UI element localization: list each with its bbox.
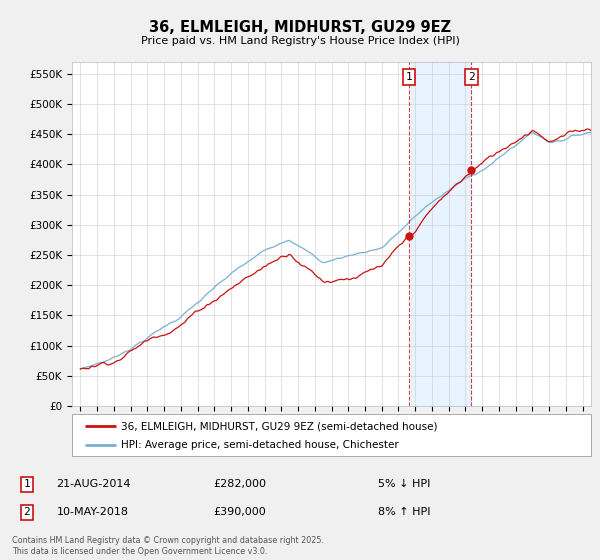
Text: HPI: Average price, semi-detached house, Chichester: HPI: Average price, semi-detached house,…	[121, 441, 399, 450]
Text: 36, ELMLEIGH, MIDHURST, GU29 9EZ (semi-detached house): 36, ELMLEIGH, MIDHURST, GU29 9EZ (semi-d…	[121, 421, 438, 431]
Text: Contains HM Land Registry data © Crown copyright and database right 2025.
This d: Contains HM Land Registry data © Crown c…	[12, 536, 324, 556]
Text: £282,000: £282,000	[214, 479, 266, 489]
Text: 36, ELMLEIGH, MIDHURST, GU29 9EZ: 36, ELMLEIGH, MIDHURST, GU29 9EZ	[149, 20, 451, 35]
Text: 1: 1	[23, 479, 31, 489]
Text: 2: 2	[23, 507, 31, 517]
Text: £390,000: £390,000	[214, 507, 266, 517]
Text: 10-MAY-2018: 10-MAY-2018	[57, 507, 129, 517]
Text: 8% ↑ HPI: 8% ↑ HPI	[378, 507, 431, 517]
Text: 5% ↓ HPI: 5% ↓ HPI	[378, 479, 430, 489]
Text: 21-AUG-2014: 21-AUG-2014	[56, 479, 130, 489]
Text: 1: 1	[406, 72, 413, 82]
Text: 2: 2	[468, 72, 475, 82]
Text: Price paid vs. HM Land Registry's House Price Index (HPI): Price paid vs. HM Land Registry's House …	[140, 36, 460, 46]
